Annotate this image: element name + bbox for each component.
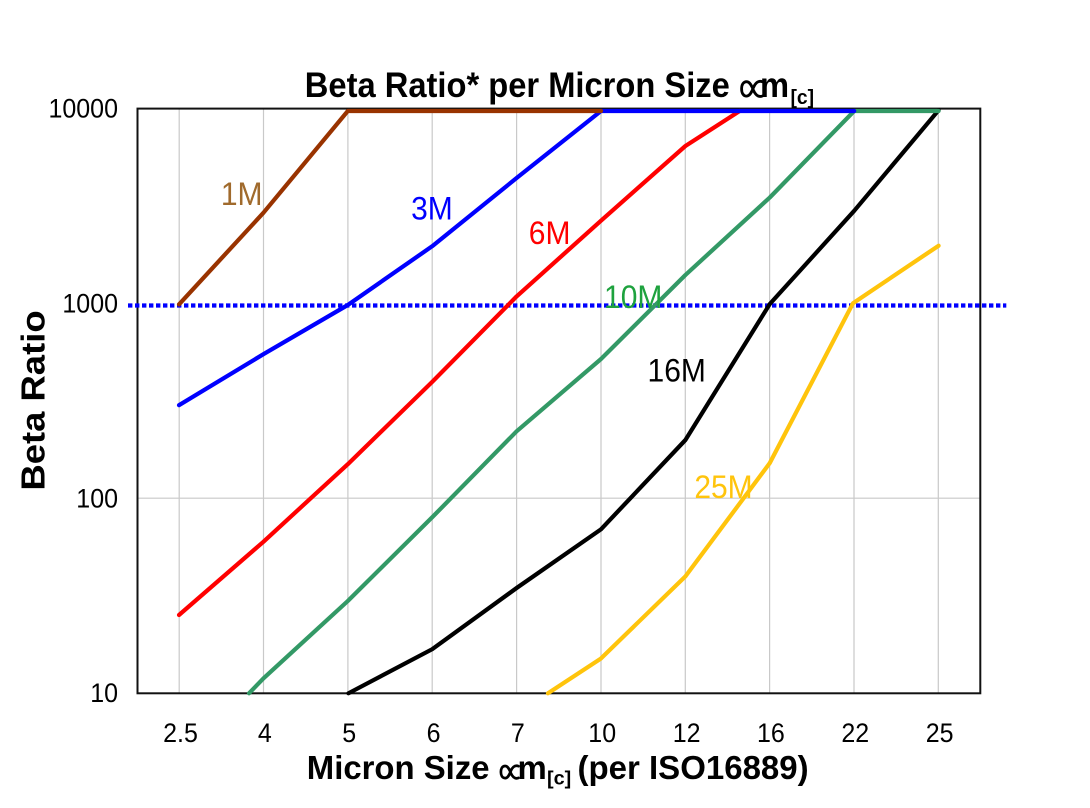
svg-text:16M: 16M: [648, 352, 706, 389]
svg-text:16: 16: [757, 717, 785, 748]
svg-text:Beta Ratio* per Micron Size: Beta Ratio* per Micron Size: [305, 66, 730, 105]
svg-text:2.5: 2.5: [163, 717, 198, 748]
svg-text:10: 10: [588, 717, 616, 748]
svg-text:10M: 10M: [604, 279, 662, 316]
svg-text:1M: 1M: [221, 176, 263, 213]
svg-text:Beta Ratio: Beta Ratio: [16, 310, 52, 490]
svg-text:25M: 25M: [694, 469, 752, 506]
svg-text:6M: 6M: [529, 215, 571, 252]
svg-text:10: 10: [90, 677, 118, 708]
svg-text:1000: 1000: [62, 288, 118, 319]
svg-text:[c]: [c]: [547, 768, 571, 790]
svg-text:4: 4: [258, 717, 272, 748]
svg-text:(per ISO16889): (per ISO16889): [578, 749, 809, 786]
svg-text:Micron Size: Micron Size: [307, 749, 490, 786]
svg-text:3M: 3M: [411, 190, 453, 227]
svg-text:100: 100: [76, 482, 118, 513]
svg-text:12: 12: [673, 717, 701, 748]
svg-text:22: 22: [841, 717, 869, 748]
svg-text:25: 25: [926, 717, 954, 748]
svg-text:m: m: [518, 749, 547, 786]
svg-text:m: m: [760, 66, 789, 105]
svg-text:5: 5: [342, 717, 356, 748]
svg-text:[c]: [c]: [791, 86, 815, 109]
svg-text:6: 6: [427, 717, 441, 748]
svg-text:7: 7: [511, 717, 525, 748]
svg-text:10000: 10000: [49, 93, 118, 124]
